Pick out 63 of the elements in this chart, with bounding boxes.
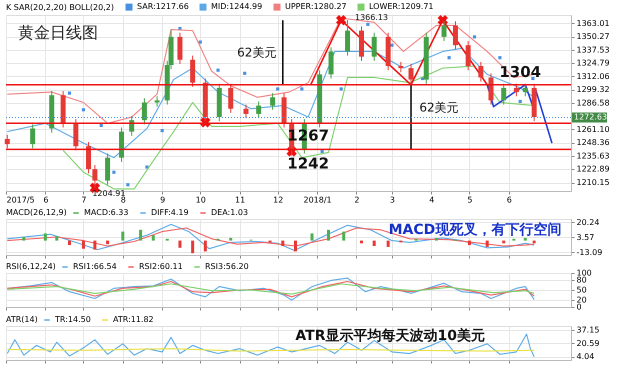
x-tick-label: 2 [354,196,360,204]
x-tick-label: 9 [160,196,166,204]
x-tick-label: 10 [196,196,206,204]
y-tick-label: 50 [576,286,587,294]
x-tick-label: 6 [506,196,512,204]
x-tick-label: 3 [390,196,396,204]
legend-label: RSI2:60.11 [139,262,183,271]
legend-label: DEA:1.03 [211,208,248,217]
annotation: 1242 [287,154,330,172]
y-tick-label: 1350.27 [576,32,610,42]
x-tick-label: 6 [43,196,48,204]
y-tick-label: 4.04 [576,352,594,362]
legend-label: MID:1244.99 [211,2,262,12]
annotation: 1366.13 [354,13,388,22]
x-tick-label: 11 [235,196,246,204]
legend-label: UPPER:1280.27 [285,2,347,12]
y-tick-label: 1261.10 [576,124,610,134]
legend-label: ATR:11.82 [113,315,154,324]
annotation: 62美元 [419,100,459,115]
x-tick-label: 5 [467,196,472,204]
legend-title: MACD(26,12,9) [6,208,67,217]
annotation: ATR显示平均每天波动10美元 [295,327,485,344]
y-tick-label: 1210.15 [576,178,610,188]
x-tick-label: 4 [429,196,434,204]
legend-label: TR:14.50 [54,315,91,324]
y-tick-label: 1235.63 [576,151,610,160]
annotation: 1304 [499,62,542,81]
legend-label: MACD:6.33 [84,208,128,217]
legend-title: ATR(14) [6,315,38,324]
y-tick-label: 20.24 [576,218,600,227]
y-tick-label: 1363.01 [576,18,610,28]
text: 黄金日线图 [18,23,98,42]
legend-title: RSI(6,12,24) [6,262,56,271]
y-tick-label: -13.09 [576,248,602,257]
y-tick-label: 1312.06 [576,72,610,81]
y-tick-label: 20.59 [576,338,600,348]
legend-label: SAR:1217.66 [137,2,189,12]
y-tick-label: 3.57 [576,232,594,242]
ref-line-label: 1272.63 [574,112,608,122]
y-tick-label: 100 [576,268,592,278]
annotation: 1204.91 [92,188,126,198]
y-tick-label: 1337.53 [576,45,610,54]
x-tick-label: 2017/5 [6,196,35,204]
x-tick-label: 12 [273,196,284,204]
annotation: 62美元 [237,45,276,60]
y-tick-label: 0 [576,302,582,312]
y-tick-label: 1286.58 [576,98,610,108]
y-tick-label: 1324.79 [576,58,610,68]
y-tick-label: 20 [576,296,587,305]
legend-label: RSI1:66.54 [73,262,117,271]
y-tick-label: 1299.32 [576,85,610,94]
annotation: MACD现死叉，有下行空间 [388,220,562,238]
legend-label: DIFF:4.19 [151,208,189,217]
y-tick-label: 80 [576,275,587,284]
y-tick-label: 1248.36 [576,138,610,148]
legend-label: LOWER:1209.71 [369,2,434,12]
x-tick-label: 7 [81,196,86,204]
x-tick-label: 2018/1 [303,196,332,204]
x-tick-label: 8 [120,196,126,204]
legend-title: K SAR(20,2,20) BOLL(20,2) [6,3,114,12]
legend-label: RSI3:56.20 [205,262,249,271]
y-tick-label: 1222.89 [576,164,610,174]
y-tick-label: 37.15 [576,325,600,334]
